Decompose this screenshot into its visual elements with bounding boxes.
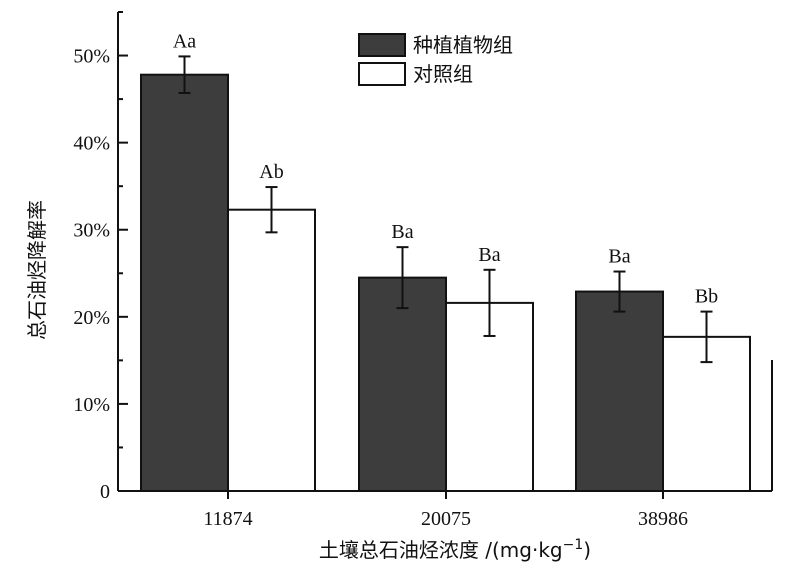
error-bars [178, 55, 713, 364]
legend-label-planted: 种植植物组 [413, 33, 513, 57]
bar-planted-2 [575, 290, 664, 493]
axes [117, 12, 773, 492]
x-tick-label: 20075 [421, 508, 471, 530]
legend-swatch-control [358, 62, 406, 86]
x-axis-label-main: 土壤总石油烃浓度 /(mg·kg [319, 538, 563, 562]
significance-label: Bb [695, 286, 718, 308]
y-tick-label: 10% [73, 394, 110, 416]
bar-planted-0 [140, 73, 229, 493]
y-tick-label: 40% [73, 133, 110, 155]
legend-label-control: 对照组 [413, 62, 473, 86]
y-axis-label: 总石油烃降解率 [25, 200, 49, 340]
x-tick-label: 38986 [638, 508, 688, 530]
bar-planted-1 [358, 276, 447, 492]
x-axis-ticks: 11874 20075 38986 [203, 491, 688, 530]
significance-label: Ba [608, 246, 630, 268]
x-axis-label-close: ) [583, 538, 591, 562]
legend-swatch-planted [358, 33, 406, 57]
x-axis-label-superscript: −1 [563, 537, 584, 553]
bars [140, 73, 751, 493]
significance-label: Ab [259, 161, 283, 183]
significance-label: Ba [391, 221, 413, 243]
y-axis-ticks: 0 10% 20% 30% 40% 50% [73, 11, 128, 503]
y-tick-label: 20% [73, 307, 110, 329]
significance-label: Ba [478, 244, 500, 266]
bar-control-0 [227, 208, 316, 493]
significance-label: Aa [173, 30, 196, 52]
data-labels: Aa Ab Ba Ba Ba Bb [173, 30, 718, 307]
x-tick-label: 11874 [203, 508, 252, 530]
y-tick-label: 0 [100, 481, 110, 503]
x-axis-label: 土壤总石油烃浓度 /(mg·kg−1) [319, 537, 591, 562]
y-tick-label: 30% [73, 220, 110, 242]
y-tick-label: 50% [73, 46, 110, 68]
